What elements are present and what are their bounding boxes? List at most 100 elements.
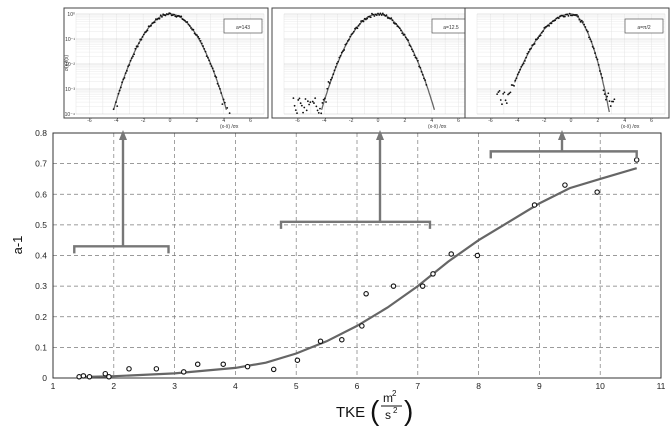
inset-data-point xyxy=(223,101,226,104)
data-point xyxy=(153,366,160,372)
inset-data-point xyxy=(369,16,372,19)
inset-data-point xyxy=(317,111,320,114)
inset-data-point xyxy=(403,33,406,36)
inset-data-point xyxy=(115,101,117,103)
inset-data-point xyxy=(375,14,378,17)
inset-x-label: (x-x̄) /σx xyxy=(428,124,447,130)
inset-data-point xyxy=(186,21,189,23)
inset-data-point xyxy=(366,17,369,20)
x-tick-label: 1 xyxy=(51,381,56,391)
inset-data-point xyxy=(416,59,419,62)
x-tick-label: 10 xyxy=(595,381,605,391)
inset-data-point xyxy=(603,93,606,96)
x-tick-label: 2 xyxy=(111,381,116,391)
inset-data-point xyxy=(204,50,207,53)
inset-data-point xyxy=(300,104,303,107)
inset-data-point xyxy=(320,112,323,115)
inset-data-point xyxy=(200,42,203,45)
inset-data-point xyxy=(293,104,296,107)
inset-data-point xyxy=(145,30,148,33)
inset-data-point xyxy=(516,73,519,76)
inset-data-point xyxy=(497,91,500,94)
x-tick-label: 8 xyxy=(476,381,481,391)
inset-data-point xyxy=(311,100,314,103)
inset-data-point xyxy=(519,68,522,71)
inset-data-point xyxy=(607,92,610,95)
inset-data-point xyxy=(133,53,136,56)
inset-data-point xyxy=(117,92,120,95)
data-point xyxy=(194,361,201,367)
inset-data-point xyxy=(609,105,612,107)
inset-data-point xyxy=(129,59,132,62)
inset-data-point xyxy=(138,42,140,45)
y-tick-label: 0.8 xyxy=(35,128,47,138)
inset-data-point xyxy=(206,56,209,59)
inset-data-point xyxy=(415,57,418,60)
inset-data-point xyxy=(498,89,501,92)
inset-data-point xyxy=(294,109,297,112)
inset-panel: -6 -4 -2 0 2 4 6 10⁰ 10⁻¹ 10⁻² 10⁻³ 10⁻⁴ σ(x)f(x) (x-… xyxy=(63,7,269,130)
inset-label: a=12.5 xyxy=(443,25,459,31)
inset-x-tick: 4 xyxy=(430,118,433,124)
inset-data-point xyxy=(400,29,402,32)
inset-data-point xyxy=(381,12,384,15)
inset-data-point xyxy=(568,12,571,15)
inset-data-point xyxy=(563,15,566,18)
inset-data-point xyxy=(208,59,210,62)
inset-data-point xyxy=(508,92,511,95)
inset-data-point xyxy=(397,26,400,28)
inset-data-point xyxy=(329,78,332,81)
inset-data-point xyxy=(524,59,526,62)
inset-y-tick: 10⁻³ xyxy=(65,87,75,93)
inset-data-point xyxy=(410,48,413,51)
inset-data-point xyxy=(309,101,312,104)
inset-data-point xyxy=(377,12,379,15)
inset-data-point xyxy=(522,62,525,65)
inset-data-point xyxy=(205,55,208,58)
inset-data-point xyxy=(321,102,324,104)
inset-data-point xyxy=(582,21,584,23)
inset-data-point xyxy=(539,34,542,37)
inset-data-point xyxy=(594,52,596,54)
inset-data-point xyxy=(413,54,416,57)
inset-data-point xyxy=(338,56,341,59)
inset-data-point xyxy=(304,98,307,100)
inset-data-point xyxy=(425,83,428,86)
inset-data-point xyxy=(153,21,156,24)
inset-data-point xyxy=(354,27,356,30)
inset-data-point xyxy=(349,35,352,38)
svg-text:2: 2 xyxy=(393,406,398,415)
inset-data-point xyxy=(348,38,350,41)
inset-data-point xyxy=(132,55,134,58)
inset-data-point xyxy=(121,81,123,84)
inset-x-tick: 0 xyxy=(570,118,573,124)
inset-data-point xyxy=(608,100,611,103)
inset-data-point xyxy=(352,30,355,33)
inset-x-tick: 2 xyxy=(195,118,198,124)
inset-data-point xyxy=(383,13,385,16)
y-tick-label: 0.2 xyxy=(35,312,47,322)
inset-data-point xyxy=(540,31,543,34)
inset-data-point xyxy=(357,24,360,27)
inset-data-point xyxy=(613,98,616,101)
inset-data-point xyxy=(173,13,175,16)
arrow-head xyxy=(376,130,384,140)
bracket-arrow xyxy=(279,130,432,229)
inset-data-point xyxy=(346,40,349,42)
inset-data-point xyxy=(585,29,588,31)
inset-data-point xyxy=(209,62,212,65)
data-point xyxy=(531,202,538,208)
inset-x-tick: -6 xyxy=(295,118,300,124)
inset-label: a=143 xyxy=(236,25,250,31)
inset-data-point xyxy=(303,106,306,109)
inset-data-point xyxy=(136,45,139,48)
inset-data-point xyxy=(379,12,382,15)
inset-data-point xyxy=(340,51,343,54)
inset-data-point xyxy=(423,77,425,80)
inset-y-tick: 10⁻² xyxy=(65,62,75,68)
inset-data-point xyxy=(517,71,520,74)
inset-data-point xyxy=(601,76,604,79)
inset-data-point xyxy=(296,112,298,115)
inset-data-point xyxy=(530,47,532,50)
inset-data-point xyxy=(203,47,206,50)
